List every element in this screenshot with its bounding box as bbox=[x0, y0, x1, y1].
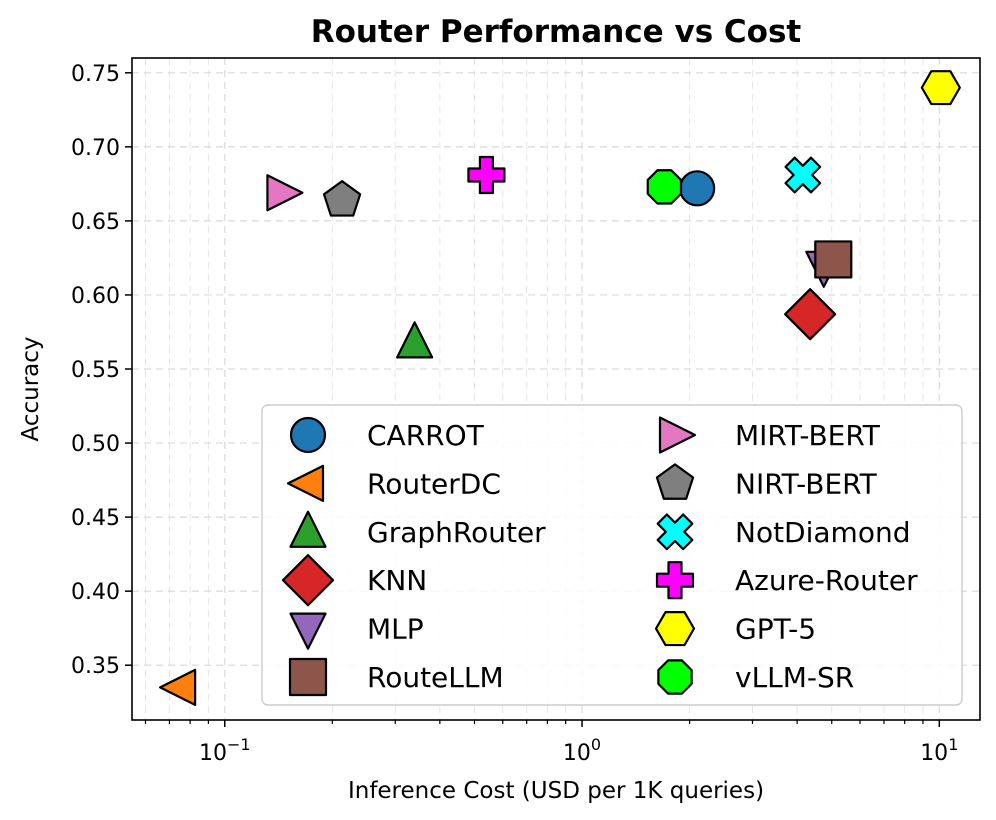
x-tick-label: 10−1 bbox=[199, 735, 251, 766]
legend-label-mirt-bert: MIRT-BERT bbox=[735, 419, 881, 452]
legend-box bbox=[261, 404, 963, 706]
legend-label-vllm-sr: vLLM-SR bbox=[735, 661, 854, 694]
y-tick-label: 0.45 bbox=[71, 506, 120, 531]
y-axis-label: Accuracy bbox=[18, 336, 44, 441]
legend-marker-routerdc bbox=[286, 464, 325, 502]
legend-label-routellm: RouteLLM bbox=[367, 661, 504, 694]
legend-entry-azure-router: Azure-Router bbox=[655, 561, 918, 600]
legend-entry-mirt-bert: MIRT-BERT bbox=[658, 416, 881, 454]
legend-entry-carrot: CARROT bbox=[289, 416, 485, 454]
y-tick-label: 0.65 bbox=[71, 210, 120, 235]
chart-title: Router Performance vs Cost bbox=[311, 14, 802, 50]
legend-entry-graphrouter: GraphRouter bbox=[289, 510, 546, 549]
y-tick-label: 0.35 bbox=[71, 654, 120, 679]
legend-label-carrot: CARROT bbox=[367, 419, 485, 452]
point-notdiamond bbox=[784, 156, 822, 194]
legend-entry-vllm-sr: vLLM-SR bbox=[657, 659, 854, 695]
legend-entry-gpt-5: GPT-5 bbox=[654, 611, 816, 647]
legend-marker-gpt-5 bbox=[654, 611, 696, 647]
legend-label-notdiamond: NotDiamond bbox=[735, 516, 910, 549]
point-vllm-sr bbox=[646, 169, 683, 205]
point-graphrouter bbox=[396, 321, 434, 359]
legend-label-graphrouter: GraphRouter bbox=[367, 516, 546, 549]
data-points bbox=[159, 70, 961, 707]
legend-label-mlp: MLP bbox=[367, 613, 424, 646]
y-tick-label: 0.60 bbox=[71, 284, 120, 309]
legend: CARROT RouterDC GraphRouter KNN MLP RouteLLM M… bbox=[261, 404, 963, 706]
legend-entry-routerdc: RouterDC bbox=[286, 464, 501, 502]
y-tick-label: 0.50 bbox=[71, 432, 120, 457]
x-tick-label: 101 bbox=[920, 735, 958, 766]
legend-label-azure-router: Azure-Router bbox=[735, 564, 918, 597]
legend-label-routerdc: RouterDC bbox=[367, 467, 501, 500]
legend-marker-azure-router bbox=[655, 561, 695, 600]
plot-frame bbox=[131, 57, 981, 721]
point-gpt-5 bbox=[920, 70, 961, 106]
point-nirt-bert bbox=[322, 180, 362, 217]
point-routerdc bbox=[159, 668, 197, 707]
legend-label-knn: KNN bbox=[367, 564, 427, 597]
tick-layer: 10−1 100 101 0.35 0.40 0.45 0.50 0.55 0.60 0.65 0.… bbox=[71, 62, 958, 766]
legend-entry-mlp: MLP bbox=[289, 612, 424, 650]
legend-label-nirt-bert: NIRT-BERT bbox=[735, 467, 878, 500]
y-tick-label: 0.40 bbox=[71, 580, 120, 605]
legend-marker-nirt-bert bbox=[655, 463, 695, 500]
y-tick-label: 0.55 bbox=[71, 358, 120, 383]
legend-entry-notdiamond: NotDiamond bbox=[656, 513, 910, 551]
legend-marker-knn bbox=[281, 554, 335, 607]
point-mirt-bert bbox=[266, 174, 304, 212]
legend-marker-carrot bbox=[289, 416, 327, 454]
legend-marker-graphrouter bbox=[289, 510, 327, 548]
point-carrot bbox=[679, 170, 716, 207]
legend-marker-mlp bbox=[289, 612, 327, 650]
legend-label-gpt-5: GPT-5 bbox=[735, 613, 816, 646]
x-axis-label: Inference Cost (USD per 1K queries) bbox=[348, 778, 764, 804]
legend-entry-nirt-bert: NIRT-BERT bbox=[655, 463, 878, 500]
x-tick-label: 100 bbox=[563, 735, 601, 766]
legend-marker-routellm bbox=[288, 657, 328, 697]
legend-entry-knn: KNN bbox=[281, 554, 427, 607]
y-tick-label: 0.75 bbox=[71, 62, 120, 87]
point-routellm bbox=[814, 240, 853, 279]
legend-marker-mirt-bert bbox=[658, 416, 697, 454]
point-knn bbox=[784, 288, 837, 341]
y-tick-label: 0.70 bbox=[71, 136, 120, 161]
legend-marker-notdiamond bbox=[656, 513, 694, 551]
point-azure-router bbox=[467, 155, 506, 195]
legend-entry-routellm: RouteLLM bbox=[288, 657, 504, 697]
legend-marker-vllm-sr bbox=[657, 659, 693, 695]
